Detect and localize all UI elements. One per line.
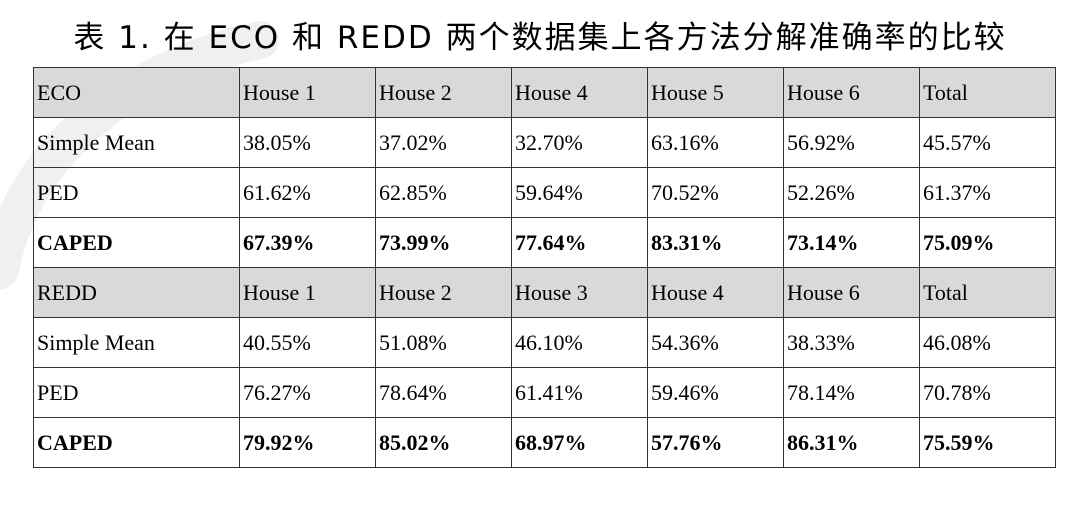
table-cell: House 4 xyxy=(511,67,648,118)
table-cell: 46.08% xyxy=(919,317,1056,368)
table-cell: 73.99% xyxy=(375,217,512,268)
table-cell: 32.70% xyxy=(511,117,648,168)
table-cell: 56.92% xyxy=(783,117,920,168)
accuracy-comparison-table: ECO House 1 House 2 House 4 House 5 House 6 To… xyxy=(33,67,1056,468)
table-caption: 表 1. 在 ECO 和 REDD 两个数据集上各方法分解准确率的比较 xyxy=(73,20,1007,56)
table-cell: House 4 xyxy=(647,267,784,318)
table-cell: 38.33% xyxy=(783,317,920,368)
table-cell: 67.39% xyxy=(239,217,376,268)
table-cell: 38.05% xyxy=(239,117,376,168)
table-cell: 37.02% xyxy=(375,117,512,168)
table-cell: 70.78% xyxy=(919,367,1056,418)
row-label-cell: REDD xyxy=(33,267,240,318)
table-cell: 59.46% xyxy=(647,367,784,418)
table-cell: Total xyxy=(919,67,1056,118)
table-cell: 78.14% xyxy=(783,367,920,418)
table-cell: 57.76% xyxy=(647,417,784,468)
table-cell: House 6 xyxy=(783,67,920,118)
table-cell: 45.57% xyxy=(919,117,1056,168)
table-cell: 63.16% xyxy=(647,117,784,168)
table-row: CAPED 79.92% 85.02% 68.97% 57.76% 86.31% 75.59… xyxy=(33,417,1056,468)
table-row: PED 76.27% 78.64% 61.41% 59.46% 78.14% 70.78% xyxy=(33,367,1056,418)
table-cell: 61.62% xyxy=(239,167,376,218)
row-label-cell: PED xyxy=(33,167,240,218)
row-label-cell: CAPED xyxy=(33,417,240,468)
table-row: CAPED 67.39% 73.99% 77.64% 83.31% 73.14% 75.09… xyxy=(33,217,1056,268)
table-cell: House 3 xyxy=(511,267,648,318)
table-cell: 61.37% xyxy=(919,167,1056,218)
table-row: Simple Mean 38.05% 37.02% 32.70% 63.16% 56.92… xyxy=(33,117,1056,168)
table-cell: 75.59% xyxy=(919,417,1056,468)
row-label-cell: Simple Mean xyxy=(33,317,240,368)
table-cell: 76.27% xyxy=(239,367,376,418)
row-label-cell: ECO xyxy=(33,67,240,118)
table-cell: House 1 xyxy=(239,67,376,118)
table-cell: 68.97% xyxy=(511,417,648,468)
table-cell: House 6 xyxy=(783,267,920,318)
table-cell: 61.41% xyxy=(511,367,648,418)
table-cell: 62.85% xyxy=(375,167,512,218)
table-cell: Total xyxy=(919,267,1056,318)
table-cell: 77.64% xyxy=(511,217,648,268)
table-cell: 59.64% xyxy=(511,167,648,218)
table-cell: 52.26% xyxy=(783,167,920,218)
table-cell: House 2 xyxy=(375,267,512,318)
table-cell: 79.92% xyxy=(239,417,376,468)
table-cell: 54.36% xyxy=(647,317,784,368)
row-label-cell: PED xyxy=(33,367,240,418)
table-cell: 85.02% xyxy=(375,417,512,468)
table-row: PED 61.62% 62.85% 59.64% 70.52% 52.26% 61.37% xyxy=(33,167,1056,218)
table-cell: House 5 xyxy=(647,67,784,118)
table-cell: 40.55% xyxy=(239,317,376,368)
table-header-row: ECO House 1 House 2 House 4 House 5 House 6 To… xyxy=(33,67,1056,118)
table-cell: 70.52% xyxy=(647,167,784,218)
table-cell: House 2 xyxy=(375,67,512,118)
table-cell: House 1 xyxy=(239,267,376,318)
row-label-cell: CAPED xyxy=(33,217,240,268)
row-label-cell: Simple Mean xyxy=(33,117,240,168)
table-cell: 75.09% xyxy=(919,217,1056,268)
table-cell: 78.64% xyxy=(375,367,512,418)
table-cell: 51.08% xyxy=(375,317,512,368)
table-row: Simple Mean 40.55% 51.08% 46.10% 54.36% 38.33… xyxy=(33,317,1056,368)
table-cell: 86.31% xyxy=(783,417,920,468)
table-cell: 73.14% xyxy=(783,217,920,268)
table-cell: 83.31% xyxy=(647,217,784,268)
table-cell: 46.10% xyxy=(511,317,648,368)
